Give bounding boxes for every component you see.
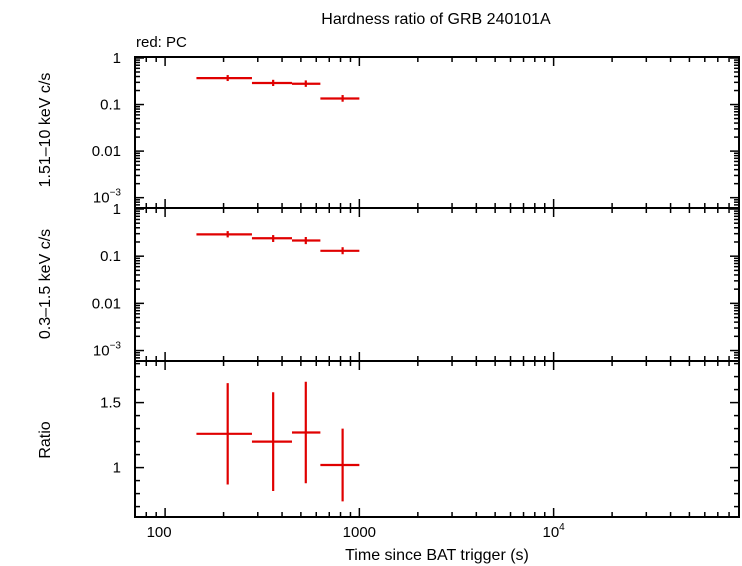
y-tick-label: 1.5	[100, 395, 121, 412]
y-tick-label: 10−3	[93, 188, 122, 207]
x-tick-label: 104	[542, 522, 565, 541]
y-tick-label: 10−3	[93, 341, 122, 360]
y-tick-label: 0.01	[92, 143, 121, 160]
panel-ratio-frame	[134, 360, 740, 518]
chart-title: Hardness ratio of GRB 240101A	[321, 11, 551, 28]
y-tick-label: 1	[113, 201, 121, 218]
panel-ratio-marks: 1.51	[100, 362, 739, 508]
panel-ratio-y-axis-label: Ratio	[37, 421, 54, 458]
panel-hard-marks: 1 0.1 0.01 10−3	[92, 50, 739, 209]
panel-soft-y-axis-label: 0.3–1.5 keV c/s	[37, 229, 54, 339]
y-tick-label: 0.1	[100, 97, 121, 114]
panel-soft-marks: 1 0.1 0.01 10−3	[92, 201, 739, 362]
x-axis-label: Time since BAT trigger (s)	[345, 547, 529, 564]
y-tick-label: 1	[113, 460, 121, 477]
panel-hard-frame	[134, 56, 740, 209]
y-tick-label: 0.01	[92, 295, 121, 312]
series-annotation: red: PC	[136, 34, 187, 51]
y-tick-label: 0.1	[100, 248, 121, 265]
panel-hard-y-axis-label: 1.51–10 keV c/s	[37, 73, 54, 188]
panel-soft: 0.3–1.5 keV c/s 1 0.1 0.01 10−3	[37, 201, 740, 362]
panel-ratio: Ratio 1.51	[37, 360, 740, 518]
panel-soft-frame	[134, 207, 740, 362]
y-tick-label: 1	[113, 50, 121, 67]
x-tick-label: 1000	[343, 524, 376, 541]
x-tick-label: 100	[147, 524, 172, 541]
x-axis-ticks: 100 1000 104	[134, 57, 740, 541]
panel-hard: 1.51–10 keV c/s 1 0.1 0.01 10−3	[37, 50, 740, 209]
